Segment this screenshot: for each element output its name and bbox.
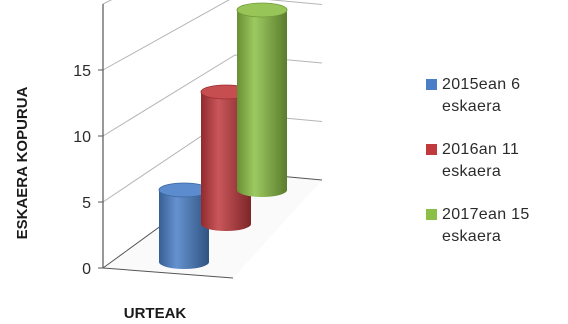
floor-edge xyxy=(102,267,234,279)
y-tick-label-0: 0 xyxy=(82,261,91,278)
gridline-20 xyxy=(102,0,113,5)
legend-item-2016: 2016an 11 eskaera xyxy=(426,139,566,183)
legend-item-2015: 2015ean 6 eskaera xyxy=(426,74,566,118)
legend-swatch-2016 xyxy=(426,144,437,155)
bar-2 xyxy=(236,2,288,197)
y-tick-label-15: 15 xyxy=(73,63,91,80)
bars xyxy=(158,2,288,269)
bar-top-2 xyxy=(236,2,288,18)
y-tick-label-10: 10 xyxy=(73,129,91,146)
legend-swatch-2015 xyxy=(426,79,437,90)
y-axis: 0 5 10 15 xyxy=(73,4,104,278)
bar-body-0 xyxy=(159,190,209,269)
y-tick-label-5: 5 xyxy=(82,195,91,212)
x-axis-label: URTEAK xyxy=(124,305,187,322)
y-axis-label: ESKAERA KOPURUA xyxy=(14,86,31,239)
bar-0 xyxy=(158,182,210,269)
bar-body-2 xyxy=(237,10,287,197)
legend-swatch-2017 xyxy=(426,209,437,220)
legend-label-2016: 2016an 11 eskaera xyxy=(442,141,520,180)
legend: 2015ean 6 eskaera 2016an 11 eskaera 2017… xyxy=(426,74,566,269)
legend-label-2015: 2015ean 6 eskaera xyxy=(442,76,521,115)
legend-item-2017: 2017ean 15 eskaera xyxy=(426,204,566,248)
gridline-15 xyxy=(102,0,323,71)
legend-label-2017: 2017ean 15 eskaera xyxy=(442,206,530,245)
gridline-10 xyxy=(102,54,323,137)
